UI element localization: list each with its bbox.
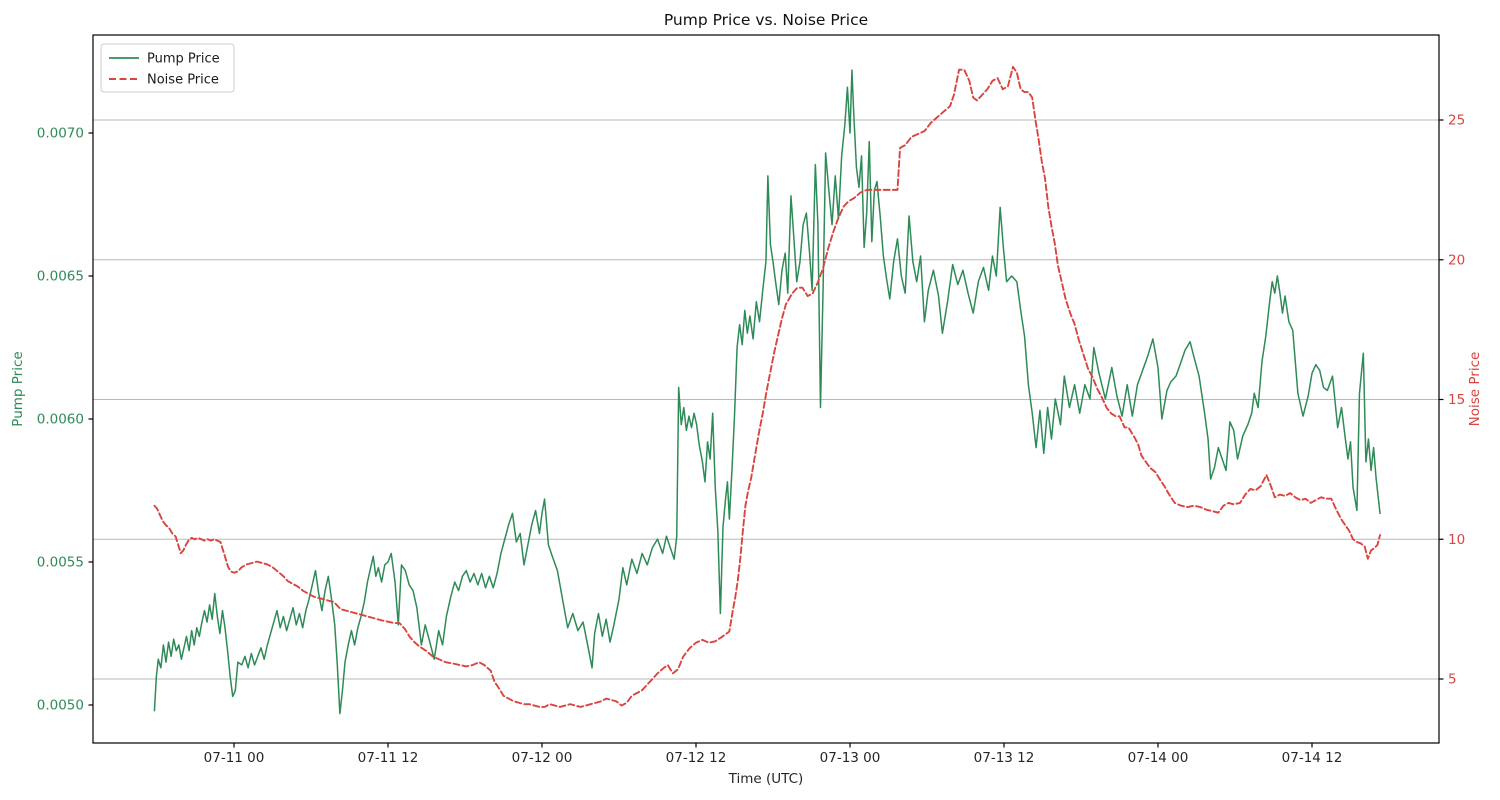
right-tick-label: 15 [1448, 392, 1465, 408]
left-y-axis-label: Pump Price [10, 351, 26, 426]
gridlines [93, 119, 1439, 680]
series-lines [153, 65, 1381, 715]
right-tick-label: 25 [1448, 113, 1465, 129]
left-tick-label: 0.0055 [37, 555, 84, 571]
x-tick-label: 07-13 00 [820, 750, 881, 766]
right-tick-label: 10 [1448, 532, 1465, 548]
x-tick-label: 07-13 12 [974, 750, 1035, 766]
left-tick-label: 0.0065 [37, 269, 84, 285]
x-axis-label: Time (UTC) [728, 771, 804, 787]
series-pump-price [153, 69, 1381, 715]
left-tick-label: 0.0050 [37, 698, 84, 714]
right-y-axis-label: Noise Price [1467, 352, 1483, 427]
x-tick-label: 07-11 00 [204, 750, 265, 766]
series-noise-price [153, 65, 1381, 708]
axis-ticks: 07-11 00 07-11 12 07-12 00 07-12 12 07-13 00… [37, 113, 1465, 767]
right-tick-label: 5 [1448, 672, 1457, 688]
x-tick-label: 07-11 12 [358, 750, 419, 766]
left-tick-label: 0.0060 [37, 412, 84, 428]
x-tick-label: 07-12 00 [512, 750, 573, 766]
legend: Pump Price Noise Price [100, 43, 235, 93]
legend-box [100, 43, 235, 93]
legend-pump-label: Pump Price [147, 52, 220, 67]
x-tick-label: 07-14 00 [1128, 750, 1189, 766]
x-tick-label: 07-14 12 [1282, 750, 1343, 766]
right-tick-label: 20 [1448, 252, 1465, 268]
legend-noise-label: Noise Price [147, 73, 219, 88]
left-tick-label: 0.0070 [37, 126, 84, 142]
x-tick-label: 07-12 12 [666, 750, 727, 766]
plot-border [92, 34, 1440, 744]
chart-title: Pump Price vs. Noise Price [664, 11, 868, 29]
